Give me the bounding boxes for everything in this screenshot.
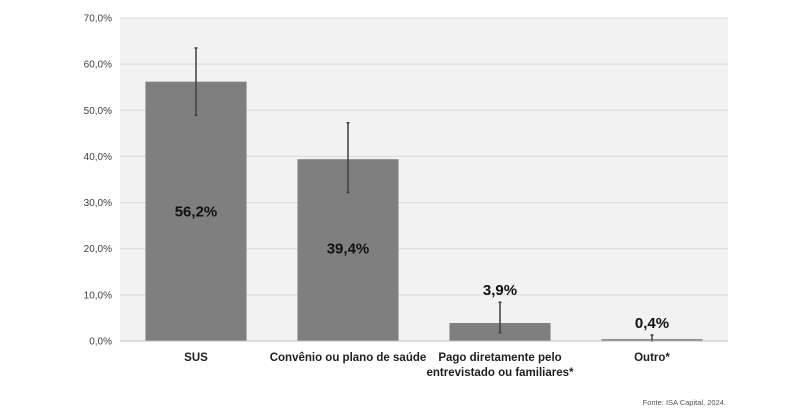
y-tick-label: 0,0% (89, 337, 112, 348)
y-tick-label: 70,0% (84, 14, 112, 25)
category-label: Convênio ou plano de saúde (270, 352, 427, 364)
category-label: SUS (184, 352, 208, 364)
category-labels: SUS Convênio ou plano de saúde Pago direta… (184, 352, 670, 379)
bar (145, 81, 247, 342)
y-tick-label: 60,0% (84, 60, 112, 71)
y-tick-label: 10,0% (84, 290, 112, 301)
data-labels: 56,2% 39,4% 3,9% 0,4% (175, 204, 669, 332)
y-axis-ticks: 0,0% 10,0% 20,0% 30,0% 40,0% 50,0% 60,0% 70,0% (84, 14, 112, 348)
y-tick-label: 20,0% (84, 244, 112, 255)
source-note: Fonte: ISA Capital, 2024. (642, 398, 726, 407)
data-label: 3,9% (483, 282, 517, 299)
data-label: 39,4% (327, 241, 370, 258)
category-label: Outro* (634, 352, 670, 364)
category-label: entrevistado ou familiares* (427, 367, 575, 379)
y-tick-label: 50,0% (84, 106, 112, 117)
error-bars (194, 47, 654, 342)
data-label: 0,4% (635, 315, 669, 332)
category-label: Pago diretamente pelo (438, 352, 561, 364)
y-tick-label: 30,0% (84, 198, 112, 209)
data-label: 56,2% (175, 204, 218, 221)
bars (145, 81, 703, 342)
y-tick-label: 40,0% (84, 152, 112, 163)
